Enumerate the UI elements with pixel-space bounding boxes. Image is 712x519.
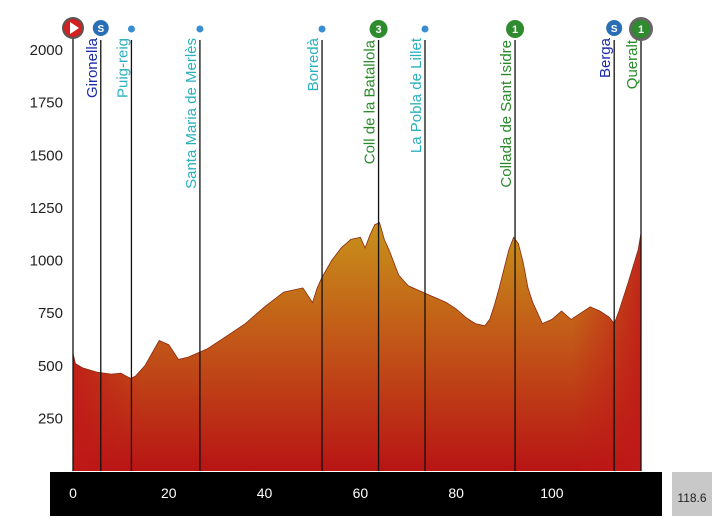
y-tick-label: 1000 xyxy=(30,253,63,270)
sprint-badge-label: S xyxy=(611,24,618,35)
town-marker-icon xyxy=(196,25,204,33)
x-tick-label: 0 xyxy=(69,485,77,501)
y-tick-label: 250 xyxy=(38,410,63,427)
y-tick-label: 500 xyxy=(38,358,63,375)
waypoint-label: Coll de la Batallola xyxy=(362,39,379,164)
climb-badge xyxy=(369,20,388,38)
waypoints: S Gironella Puig-reig Santa Maria de Merlès… xyxy=(62,17,653,471)
x-tick-label: 60 xyxy=(353,485,369,501)
waypoint-label: Borredà xyxy=(305,37,322,91)
y-tick-label: 1500 xyxy=(30,147,63,164)
y-axis: 250 500 750 1000 1250 1500 1750 2000 xyxy=(30,42,63,427)
waypoint-label: Puig-reig xyxy=(114,38,131,98)
y-tick-label: 750 xyxy=(38,305,63,322)
waypoint-label: Santa Maria de Merlès xyxy=(183,38,200,189)
town-marker-icon xyxy=(421,25,429,33)
x-tick-label: 80 xyxy=(448,485,464,501)
x-tick-label: 20 xyxy=(161,485,177,501)
distance-bar xyxy=(50,472,662,516)
climb-category-label: 1 xyxy=(638,24,644,36)
y-tick-label: 1750 xyxy=(30,95,63,112)
waypoint-label: Gironella xyxy=(84,37,101,98)
town-marker-icon xyxy=(318,25,326,33)
climb-category-label: 1 xyxy=(512,24,518,36)
total-distance-label: 118.6 xyxy=(677,491,706,505)
y-tick-label: 1250 xyxy=(30,200,63,217)
sprint-badge xyxy=(606,20,623,36)
sprint-badge-label: S xyxy=(97,24,104,35)
elevation-profile xyxy=(72,222,642,471)
climb-category-label: 3 xyxy=(375,24,381,36)
waypoint-label: La Pobla de Lillet xyxy=(408,37,425,153)
waypoint-label: Queralt xyxy=(624,39,641,89)
y-tick-label: 2000 xyxy=(30,42,63,59)
town-marker-icon xyxy=(127,25,135,33)
total-distance-box: 118.6 xyxy=(672,472,712,516)
play-icon xyxy=(70,22,79,34)
elevation-area-shade xyxy=(73,222,641,471)
x-tick-label: 40 xyxy=(257,485,273,501)
x-tick-label: 100 xyxy=(540,485,564,501)
elevation-line xyxy=(72,222,642,379)
waypoint-label: Berga xyxy=(597,37,614,78)
waypoint-label: Collada de Sant Isidre xyxy=(498,40,515,188)
x-axis: 0 20 40 60 80 100 xyxy=(50,472,662,516)
climb-badge xyxy=(506,20,525,38)
sprint-badge xyxy=(92,20,109,36)
climb-badge xyxy=(632,20,650,38)
